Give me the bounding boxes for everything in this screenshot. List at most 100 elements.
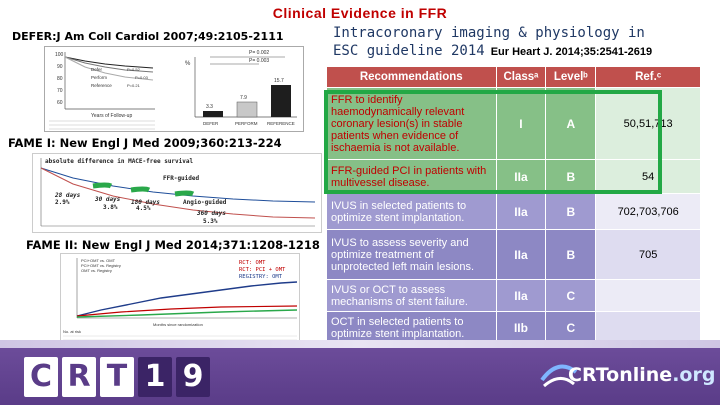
logo-char-9: 9 — [176, 357, 210, 397]
defer-reference: DEFER:J Am Coll Cardiol 2007;49:2105-211… — [12, 30, 284, 43]
header-recommendations: Recommendations — [326, 66, 497, 88]
ytick-90: 90 — [57, 64, 63, 70]
rec-text: OCT in selected patients to optimize ste… — [326, 311, 497, 344]
rec-text: IVUS or OCT to assess mechanisms of sten… — [326, 279, 497, 312]
crtonline-main: CRTonline — [568, 364, 673, 386]
fame1-d2: 30 days — [94, 196, 121, 203]
ytick-70: 70 — [57, 88, 63, 94]
rec-ref: 54 — [595, 159, 701, 194]
bar-label-perform: PERFORM — [235, 121, 258, 126]
ffr-highlight-box — [324, 90, 662, 194]
bar-reference — [271, 85, 291, 117]
p-small-3: P=0.21 — [127, 83, 141, 88]
header-level: Levelᵇ — [545, 66, 597, 88]
defer-xlabel: Years of Follow-up — [91, 113, 132, 119]
fame1-d5v: 5.3% — [203, 218, 218, 225]
curve-perform-label: Perform — [91, 75, 107, 80]
defer-pct: % — [185, 61, 191, 67]
crt19-logo: C R T 1 9 — [24, 357, 210, 397]
bar-perform — [236, 101, 258, 118]
heading-line-1: Intracoronary imaging & physiology in — [333, 25, 645, 41]
defer-p2: P= 0.003 — [249, 58, 269, 64]
table-row: FFR-guided PCI in patients with multives… — [326, 159, 701, 194]
fame1-ffr-label: FFR-guided — [163, 175, 200, 182]
fame2-xlabel: Months since randomization — [153, 322, 203, 327]
rec-ref: 705 — [595, 229, 701, 280]
crtonline-logo[interactable]: CRTonline.org — [538, 356, 715, 396]
fame1-d3v: 4.5% — [136, 205, 151, 212]
rec-text: FFR to identify haemodynamically relevan… — [326, 87, 497, 160]
p-small-1: P=0.52 — [127, 67, 141, 72]
fame1-note: absolute difference in MACE-free surviva… — [45, 158, 193, 165]
header-ref: Ref.ᶜ — [595, 66, 701, 88]
slide-title: Clinical Evidence in FFR — [272, 5, 448, 21]
rec-class: IIb — [495, 311, 547, 344]
bar-defer — [203, 111, 223, 117]
rec-class: IIa — [495, 193, 547, 230]
rec-text: IVUS to assess severity and optimize tre… — [326, 229, 497, 280]
globe-icon — [540, 364, 578, 388]
rec-ref: 50,51,713 — [595, 87, 701, 160]
defer-figure: 100 90 80 70 60 Defer Perform Reference … — [44, 46, 304, 132]
rec-class: IIa — [495, 279, 547, 312]
rec-class: IIa — [495, 159, 547, 194]
fame2-at-risk: No. at risk — [63, 329, 81, 334]
fame1-d1: 28 days — [54, 192, 81, 199]
rec-level: A — [545, 87, 597, 160]
table-row: FFR to identify haemodynamically relevan… — [326, 87, 701, 160]
bar-value-perform: 7.9 — [240, 95, 247, 101]
fame2-legend-registry: REGISTRY: OMT — [239, 274, 283, 280]
ytick-80: 80 — [57, 76, 63, 82]
table-row: IVUS or OCT to assess mechanisms of sten… — [326, 279, 701, 312]
heading-line-2-text: ESC guideline 2014 — [333, 43, 485, 59]
fame1-angio-label: Angio-guided — [183, 199, 227, 206]
crtonline-text: CRTonline.org — [568, 364, 715, 386]
rec-class: I — [495, 87, 547, 160]
logo-char-t: T — [100, 357, 134, 397]
table-row: IVUS to assess severity and optimize tre… — [326, 229, 701, 280]
rec-level: C — [545, 279, 597, 312]
logo-char-1: 1 — [138, 357, 172, 397]
fame1-d1v: 2.9% — [55, 199, 70, 206]
bar-value-defer: 3.3 — [206, 104, 213, 110]
fame1-reference: FAME I: New Engl J Med 2009;360:213-224 — [8, 136, 282, 150]
fame1-d2v: 3.8% — [103, 204, 118, 211]
ytick-60: 60 — [57, 100, 63, 106]
fame2-hr3: OMT vs. Registry — [81, 268, 112, 273]
rec-class: IIa — [495, 229, 547, 280]
rec-level: B — [545, 159, 597, 194]
esc-citation: Eur Heart J. 2014;35:2541-2619 — [490, 46, 653, 58]
rec-ref: 702,703,706 — [595, 193, 701, 230]
header-class: Classᵃ — [495, 66, 547, 88]
rec-ref — [595, 311, 701, 344]
bar-value-reference: 15.7 — [274, 78, 284, 84]
table-row: OCT in selected patients to optimize ste… — [326, 311, 701, 344]
defer-chart: 100 90 80 70 60 Defer Perform Reference … — [49, 50, 297, 130]
fame2-legend-omt: RCT: OMT — [239, 260, 266, 266]
fame2-figure: PCI+OMT vs. OMT PCI+OMT vs. Registry OMT… — [60, 253, 300, 343]
fame1-d3: 180 days — [131, 199, 160, 206]
rec-level: C — [545, 311, 597, 344]
fame1-chart: absolute difference in MACE-free surviva… — [40, 158, 316, 227]
rec-text: IVUS in selected patients to optimize st… — [326, 193, 497, 230]
fame2-reference: FAME II: New Engl J Med 2014;371:1208-12… — [26, 238, 320, 252]
fame2-chart: PCI+OMT vs. OMT PCI+OMT vs. Registry OMT… — [63, 258, 298, 341]
logo-char-c: C — [24, 357, 58, 397]
bar-label-defer: DEFER — [203, 121, 219, 126]
ytick-100: 100 — [55, 52, 64, 58]
logo-char-r: R — [62, 357, 96, 397]
right-heading: Intracoronary imaging & physiology in ES… — [333, 24, 718, 61]
rec-level: B — [545, 229, 597, 280]
rec-ref — [595, 279, 701, 312]
fame2-hr2: PCI+OMT vs. Registry — [81, 263, 121, 268]
rec-text: FFR-guided PCI in patients with multives… — [326, 159, 497, 194]
banner-band — [0, 340, 720, 350]
fame1-d5: 360 days — [196, 210, 226, 217]
p-small-2: P=0.03 — [135, 75, 149, 80]
bar-label-reference: REFERENCE — [267, 121, 295, 126]
curve-reference-label: Reference — [91, 83, 112, 88]
fame2-legend-pci: RCT: PCI + OMT — [239, 267, 286, 273]
defer-p1: P= 0.002 — [249, 50, 269, 56]
table-row: IVUS in selected patients to optimize st… — [326, 193, 701, 230]
crtonline-tld: .org — [672, 364, 716, 386]
